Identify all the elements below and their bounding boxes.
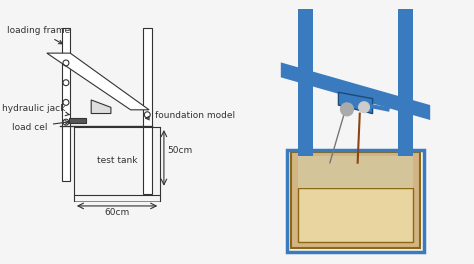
Bar <box>298 156 413 188</box>
Polygon shape <box>281 62 430 120</box>
Polygon shape <box>47 53 149 110</box>
Bar <box>69 119 86 123</box>
Bar <box>298 188 413 242</box>
Text: test tank: test tank <box>97 157 137 166</box>
Text: hydraulic jack: hydraulic jack <box>2 104 69 116</box>
Bar <box>298 9 313 163</box>
Text: load cel: load cel <box>12 121 69 131</box>
Bar <box>143 29 152 194</box>
Text: 60cm: 60cm <box>104 208 130 216</box>
Polygon shape <box>338 92 373 114</box>
Bar <box>398 9 413 163</box>
Bar <box>287 150 424 252</box>
Circle shape <box>340 103 353 116</box>
Polygon shape <box>91 100 111 114</box>
Text: foundation model: foundation model <box>146 111 236 120</box>
Bar <box>292 152 419 248</box>
Text: loading frame: loading frame <box>8 26 71 44</box>
Text: 50cm: 50cm <box>168 146 193 155</box>
Circle shape <box>359 102 369 112</box>
Bar <box>62 29 70 181</box>
